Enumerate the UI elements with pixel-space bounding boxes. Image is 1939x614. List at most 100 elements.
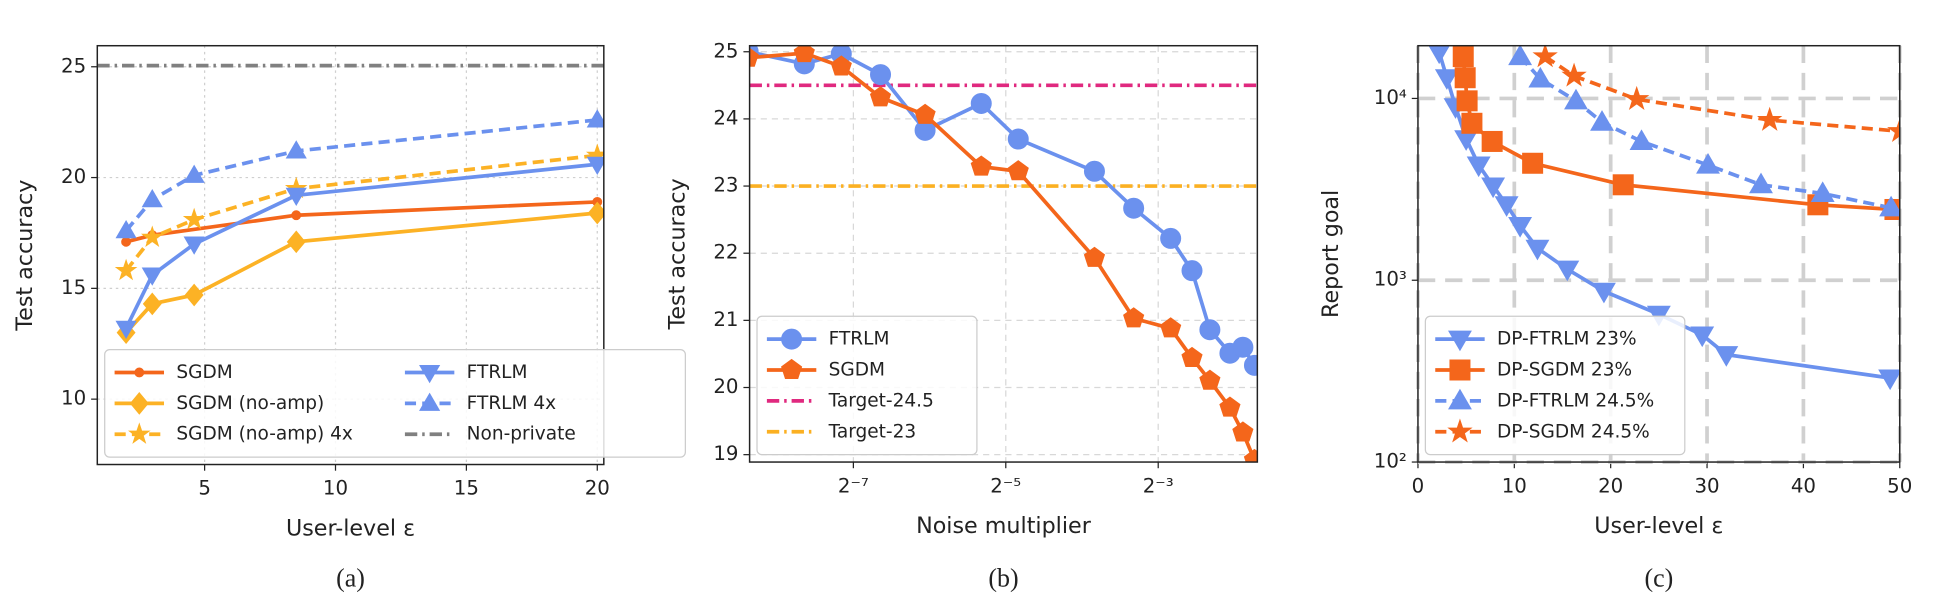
marker — [291, 210, 302, 221]
x-tick-label: 20 — [585, 477, 610, 500]
x-tick-label: 10 — [1502, 474, 1527, 497]
marker — [970, 92, 992, 114]
marker — [1434, 69, 1459, 90]
legend-marker — [128, 422, 151, 444]
y-tick-label: 24 — [713, 106, 738, 129]
marker — [1219, 396, 1241, 417]
x-tick-label: 5 — [198, 477, 211, 500]
marker — [1508, 45, 1533, 66]
marker — [1564, 88, 1588, 110]
marker — [870, 64, 892, 86]
series-line — [1518, 55, 1892, 210]
x-tick-label: 10 — [323, 477, 348, 500]
legend-box — [756, 315, 978, 456]
x-tick-label: 20 — [1598, 474, 1623, 497]
marker — [285, 187, 307, 207]
marker — [1714, 346, 1739, 367]
y-axis-label: Report goal — [1318, 190, 1344, 318]
marker — [1757, 106, 1783, 131]
legend-marker — [1447, 418, 1473, 443]
x-axis-label: User-level ε — [286, 515, 415, 541]
marker — [1810, 181, 1835, 203]
marker — [115, 320, 137, 339]
marker — [869, 86, 892, 107]
marker — [1508, 216, 1533, 238]
marker — [285, 140, 307, 159]
x-tick-label: 2⁻⁷ — [838, 474, 869, 497]
marker — [1525, 239, 1550, 261]
legend-label: SGDM — [829, 360, 885, 381]
marker — [183, 164, 205, 183]
legend-label: SGDM (no-amp) 4x — [176, 424, 353, 445]
y-tick-label: 21 — [713, 308, 738, 331]
marker — [1007, 160, 1029, 181]
x-tick-label: 30 — [1694, 474, 1719, 497]
marker — [1428, 45, 1450, 65]
legend-box — [104, 349, 686, 458]
marker — [141, 188, 163, 208]
marker — [140, 225, 164, 247]
x-tick-label: 2⁻³ — [1143, 474, 1174, 497]
caption: (b) — [988, 564, 1018, 593]
marker — [1243, 354, 1258, 376]
series-line — [1544, 55, 1900, 134]
legend-marker — [781, 358, 803, 380]
y-tick-label: 10³ — [1374, 268, 1407, 291]
y-axis-label: Test accuracy — [664, 178, 690, 330]
legend-label: FTRLM — [829, 329, 890, 350]
marker — [1522, 152, 1544, 174]
x-tick-label: 2⁻⁵ — [990, 474, 1021, 497]
marker — [184, 283, 204, 307]
y-tick-label: 23 — [713, 174, 738, 197]
marker — [1160, 317, 1182, 338]
marker — [1452, 46, 1474, 68]
legend-marker — [1448, 330, 1472, 352]
marker — [1181, 346, 1203, 367]
plot-area — [749, 45, 1258, 463]
legend-label: DP-FTRLM 24.5% — [1497, 390, 1654, 411]
legend-label: Target-24.5 — [828, 390, 934, 411]
marker — [1696, 152, 1720, 174]
marker — [1123, 197, 1145, 219]
x-tick-label: 0 — [1412, 474, 1425, 497]
legend-marker — [781, 328, 803, 350]
legend-label: SGDM (no-amp) — [176, 393, 324, 414]
marker — [286, 230, 306, 254]
marker — [1461, 112, 1483, 134]
axes-frame — [96, 44, 605, 466]
marker — [587, 201, 604, 225]
marker — [1528, 66, 1553, 88]
marker — [1456, 90, 1478, 112]
marker — [1243, 448, 1258, 463]
plot-area — [97, 63, 604, 345]
marker — [1629, 129, 1654, 150]
plot-area — [1428, 45, 1900, 391]
marker — [1454, 67, 1476, 89]
marker — [1083, 246, 1106, 267]
marker — [141, 267, 163, 286]
marker — [1232, 336, 1254, 358]
marker — [1007, 128, 1029, 150]
marker — [1561, 62, 1587, 87]
legend-label: DP-SGDM 23% — [1497, 360, 1632, 381]
legend-box — [1424, 315, 1686, 456]
y-tick-label: 10 — [61, 387, 86, 410]
x-tick-label: 50 — [1887, 474, 1912, 497]
x-tick-label: 15 — [454, 477, 479, 500]
series-line — [125, 200, 598, 244]
legend-label: FTRLM 4x — [467, 393, 556, 414]
y-axis-label: Test accuracy — [12, 180, 38, 332]
marker — [1481, 177, 1506, 199]
marker — [586, 156, 604, 176]
marker — [970, 155, 992, 176]
legend-marker — [419, 364, 441, 384]
series-line — [1461, 56, 1896, 212]
legend-marker — [1449, 359, 1471, 381]
marker — [183, 236, 205, 255]
caption: (a) — [336, 564, 365, 593]
marker — [1887, 117, 1900, 143]
marker — [182, 207, 206, 230]
marker — [1181, 260, 1203, 282]
marker — [1690, 326, 1715, 348]
marker — [1624, 85, 1650, 110]
